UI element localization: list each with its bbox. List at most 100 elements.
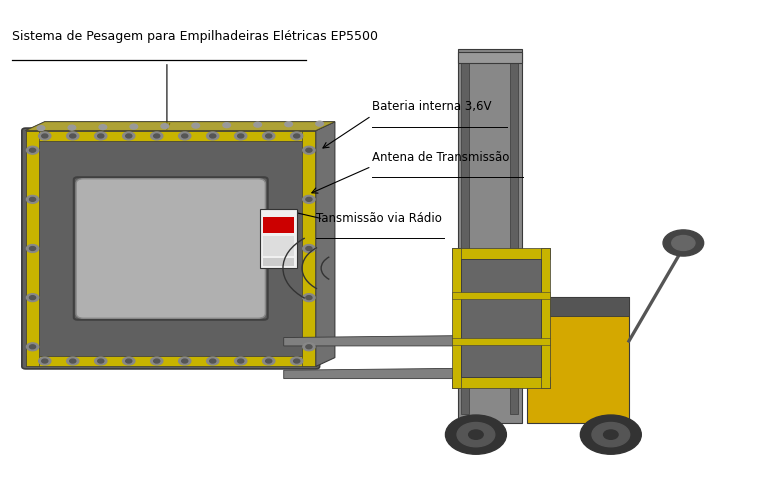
- Circle shape: [291, 357, 303, 365]
- Circle shape: [207, 357, 219, 365]
- Circle shape: [592, 422, 630, 447]
- Bar: [528, 297, 629, 423]
- Bar: [541, 248, 550, 388]
- Circle shape: [26, 245, 38, 252]
- Polygon shape: [25, 122, 335, 131]
- Bar: [461, 64, 469, 414]
- Circle shape: [306, 197, 312, 201]
- Circle shape: [262, 132, 275, 140]
- Bar: [263, 236, 294, 256]
- Bar: [458, 52, 521, 64]
- Circle shape: [29, 296, 35, 300]
- Circle shape: [38, 357, 51, 365]
- Bar: [510, 64, 518, 414]
- Circle shape: [29, 197, 35, 201]
- Circle shape: [122, 357, 135, 365]
- Polygon shape: [284, 335, 458, 346]
- Bar: [263, 217, 294, 233]
- Bar: [25, 131, 316, 141]
- Circle shape: [663, 230, 704, 256]
- Circle shape: [37, 126, 45, 131]
- Circle shape: [70, 134, 76, 138]
- Circle shape: [67, 357, 79, 365]
- Circle shape: [154, 359, 160, 363]
- Circle shape: [238, 134, 244, 138]
- Circle shape: [303, 146, 315, 154]
- Circle shape: [262, 357, 275, 365]
- Circle shape: [285, 122, 292, 127]
- Circle shape: [151, 357, 163, 365]
- Circle shape: [42, 134, 48, 138]
- Bar: [302, 131, 316, 366]
- Circle shape: [238, 359, 244, 363]
- Circle shape: [235, 132, 247, 140]
- Circle shape: [294, 359, 300, 363]
- Bar: [452, 292, 550, 299]
- Circle shape: [95, 132, 107, 140]
- Circle shape: [67, 132, 79, 140]
- Circle shape: [291, 132, 303, 140]
- Circle shape: [95, 357, 107, 365]
- Circle shape: [192, 123, 200, 128]
- Text: Bateria interna 3,6V: Bateria interna 3,6V: [371, 100, 491, 113]
- Bar: [260, 209, 297, 268]
- Circle shape: [26, 343, 38, 351]
- Circle shape: [303, 195, 315, 203]
- Circle shape: [161, 124, 168, 129]
- Circle shape: [210, 359, 216, 363]
- Circle shape: [604, 430, 618, 439]
- Circle shape: [130, 124, 138, 129]
- Circle shape: [581, 415, 641, 454]
- Circle shape: [125, 359, 131, 363]
- Circle shape: [122, 132, 135, 140]
- Circle shape: [178, 132, 191, 140]
- Circle shape: [125, 134, 131, 138]
- Circle shape: [254, 122, 261, 127]
- Circle shape: [223, 123, 231, 128]
- Text: Sistema de Pesagem para Empilhadeiras Elétricas EP5500: Sistema de Pesagem para Empilhadeiras El…: [12, 30, 378, 43]
- Circle shape: [316, 121, 324, 126]
- Circle shape: [29, 345, 35, 349]
- Circle shape: [70, 359, 76, 363]
- Bar: [452, 338, 550, 345]
- Text: Tansmissão via Rádio: Tansmissão via Rádio: [316, 212, 441, 225]
- Circle shape: [42, 359, 48, 363]
- Text: Antena de Transmissão: Antena de Transmissão: [371, 151, 509, 164]
- Circle shape: [457, 422, 494, 447]
- Circle shape: [207, 132, 219, 140]
- Bar: [263, 258, 294, 266]
- FancyBboxPatch shape: [22, 128, 320, 369]
- Circle shape: [306, 296, 312, 300]
- Circle shape: [306, 345, 312, 349]
- Circle shape: [98, 134, 104, 138]
- Circle shape: [26, 294, 38, 302]
- Circle shape: [445, 415, 506, 454]
- Polygon shape: [284, 368, 458, 379]
- Circle shape: [672, 236, 695, 250]
- Circle shape: [265, 134, 271, 138]
- Circle shape: [68, 125, 75, 130]
- Circle shape: [26, 146, 38, 154]
- Polygon shape: [316, 122, 335, 366]
- Circle shape: [26, 195, 38, 203]
- Circle shape: [29, 148, 35, 152]
- Bar: [458, 50, 521, 423]
- Circle shape: [29, 247, 35, 250]
- Circle shape: [181, 134, 188, 138]
- Circle shape: [181, 359, 188, 363]
- Circle shape: [151, 132, 163, 140]
- Circle shape: [98, 359, 104, 363]
- FancyBboxPatch shape: [76, 179, 265, 318]
- Circle shape: [265, 359, 271, 363]
- Circle shape: [210, 134, 216, 138]
- Circle shape: [294, 134, 300, 138]
- Circle shape: [99, 125, 107, 130]
- Circle shape: [154, 134, 160, 138]
- Bar: [461, 259, 541, 377]
- Circle shape: [178, 357, 191, 365]
- Bar: [25, 356, 316, 366]
- Circle shape: [306, 148, 312, 152]
- Circle shape: [38, 132, 51, 140]
- Bar: [452, 248, 550, 259]
- Circle shape: [306, 247, 312, 250]
